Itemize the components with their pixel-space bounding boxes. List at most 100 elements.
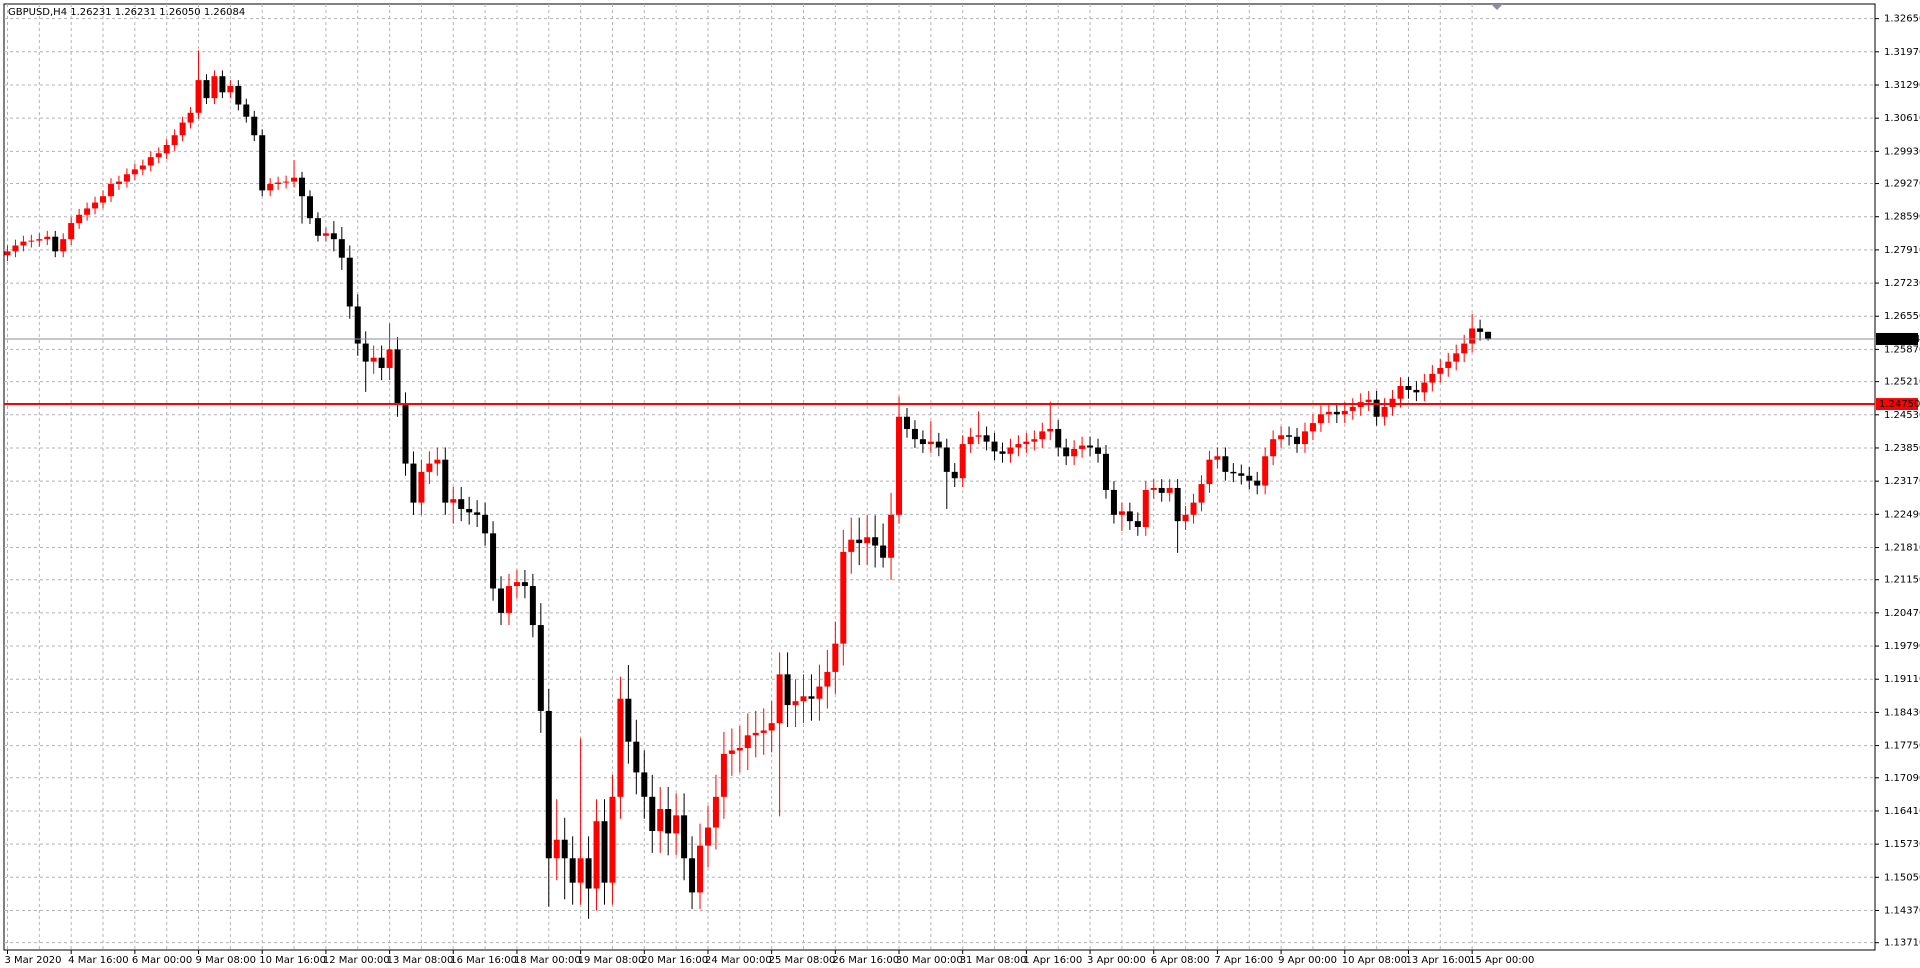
candle-body xyxy=(959,444,966,479)
x-tick-label: 31 Mar 08:00 xyxy=(960,955,1027,966)
candle-body xyxy=(418,471,425,503)
candle-body xyxy=(999,451,1006,454)
candle-body xyxy=(442,459,449,503)
y-tick-label: 1.21150 xyxy=(1884,575,1920,586)
candle-body xyxy=(903,416,910,429)
candle-body xyxy=(1469,328,1476,344)
candle-body xyxy=(704,827,711,846)
candle-body xyxy=(458,499,465,509)
candle-body xyxy=(665,809,672,834)
candle-body xyxy=(1238,473,1245,476)
candle-body xyxy=(1142,489,1149,528)
chart-title: GBPUSD,H4 1.26231 1.26231 1.26050 1.2608… xyxy=(8,7,245,18)
candle-body xyxy=(1150,487,1157,490)
candle-body xyxy=(259,135,266,191)
candle-body xyxy=(235,85,242,105)
candle-body xyxy=(967,436,974,445)
candle-body xyxy=(314,218,321,236)
candle-body xyxy=(84,208,91,215)
candle-body xyxy=(752,732,759,736)
candle-body xyxy=(1071,448,1078,457)
candle-body xyxy=(52,236,59,252)
y-tick-label: 1.28590 xyxy=(1884,212,1920,223)
candle-body xyxy=(299,177,306,197)
x-tick-label: 3 Apr 00:00 xyxy=(1087,955,1146,966)
candle-body xyxy=(975,435,982,437)
candle-body xyxy=(864,537,871,544)
candle-body xyxy=(291,177,298,182)
candle-body xyxy=(1429,373,1436,383)
candle-body xyxy=(1246,475,1253,481)
candle-body xyxy=(219,76,226,93)
candle-body xyxy=(330,233,337,240)
price-label: 1.24750 xyxy=(1879,399,1920,410)
x-tick-label: 6 Apr 08:00 xyxy=(1151,955,1210,966)
candle-body xyxy=(68,223,75,240)
x-tick-label: 4 Mar 16:00 xyxy=(68,955,128,966)
candle-body xyxy=(1413,389,1420,393)
candle-body xyxy=(609,796,616,883)
shift-marker[interactable] xyxy=(1491,4,1503,10)
candle-body xyxy=(1381,406,1388,417)
y-tick-label: 1.13710 xyxy=(1884,938,1920,949)
candle-body xyxy=(800,696,807,702)
x-tick-label: 10 Apr 08:00 xyxy=(1342,955,1407,966)
y-tick-label: 1.20470 xyxy=(1884,608,1920,619)
candle-body xyxy=(76,214,83,224)
candle-body xyxy=(203,80,210,99)
candle-body xyxy=(856,539,863,544)
candle-body xyxy=(561,839,568,859)
x-tick-label: 7 Apr 16:00 xyxy=(1214,955,1273,966)
candle-body xyxy=(681,815,688,859)
x-tick-label: 9 Apr 00:00 xyxy=(1278,955,1337,966)
candles xyxy=(4,50,1875,919)
plot-area xyxy=(3,3,1876,951)
candle-body xyxy=(1079,445,1086,449)
candle-body xyxy=(1333,411,1340,415)
y-tick-label: 1.19790 xyxy=(1884,641,1920,652)
candle-body xyxy=(649,796,656,831)
candle-body xyxy=(1309,423,1316,432)
y-tick-label: 1.29270 xyxy=(1884,179,1920,190)
candle-body xyxy=(1325,411,1332,415)
candle-body xyxy=(12,245,19,252)
candle-body xyxy=(641,772,648,797)
x-tick-label: 10 Mar 16:00 xyxy=(259,955,326,966)
candle-body xyxy=(824,671,831,687)
candle-body xyxy=(521,582,528,587)
candle-body xyxy=(1190,502,1197,515)
x-tick-label: 1 Apr 16:00 xyxy=(1023,955,1082,966)
candle-body xyxy=(450,499,457,503)
candle-body xyxy=(171,135,178,145)
candle-body xyxy=(1461,343,1468,354)
candle-body xyxy=(673,815,680,834)
candle-body xyxy=(712,796,719,828)
y-tick-label: 1.15050 xyxy=(1884,872,1920,883)
candle-body xyxy=(744,735,751,749)
y-tick-label: 1.29930 xyxy=(1884,146,1920,157)
candle-body xyxy=(888,514,895,558)
x-tick-label: 19 Mar 08:00 xyxy=(578,955,645,966)
candle-body xyxy=(370,357,377,362)
candle-body xyxy=(593,821,600,889)
y-tick-label: 1.27230 xyxy=(1884,278,1920,289)
y-tick-label: 1.19110 xyxy=(1884,674,1920,685)
candle-body xyxy=(951,471,958,479)
candle-body xyxy=(195,80,202,113)
candle-body xyxy=(1039,431,1046,440)
x-tick-label: 3 Mar 2020 xyxy=(5,955,62,966)
candle-body xyxy=(689,858,696,893)
candle-body xyxy=(911,428,918,440)
candle-body xyxy=(1174,487,1181,522)
x-tick-label: 25 Mar 08:00 xyxy=(769,955,836,966)
candle-body xyxy=(1222,456,1229,472)
candle-body xyxy=(943,447,950,472)
candle-body xyxy=(155,153,162,158)
y-tick-label: 1.32650 xyxy=(1884,14,1920,25)
y-tick-label: 1.26550 xyxy=(1884,311,1920,322)
candle-body xyxy=(1477,328,1484,332)
candle-body xyxy=(107,184,114,197)
candle-body xyxy=(482,514,489,534)
candle-body xyxy=(1158,487,1165,493)
